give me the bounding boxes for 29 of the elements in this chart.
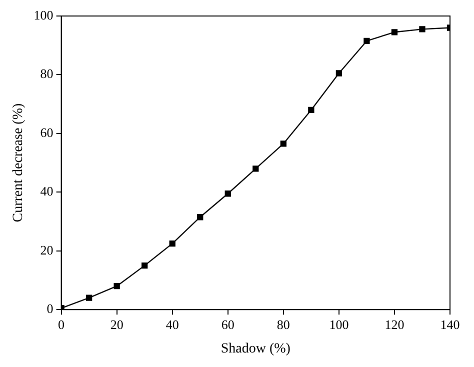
y-axis-title: Current decrease (%) — [11, 103, 26, 222]
point — [364, 38, 370, 44]
x-tick-label: 40 — [166, 316, 179, 332]
y-tick-label: 40 — [40, 184, 54, 199]
point — [391, 29, 398, 36]
x-tick-label: 80 — [276, 316, 290, 332]
x-tick-label: 60 — [221, 316, 234, 332]
y-tick-label: 20 — [40, 242, 54, 258]
y-tick-label: 0 — [46, 301, 54, 316]
x-tick-label: 20 — [110, 316, 124, 332]
point — [169, 240, 176, 247]
point — [197, 214, 204, 220]
x-tick-label: 0 — [58, 316, 65, 332]
y-tick-label: 60 — [40, 124, 54, 140]
point — [224, 190, 231, 197]
point — [419, 26, 426, 32]
point — [142, 262, 148, 269]
point — [114, 283, 120, 290]
x-tick-label: 140 — [440, 316, 460, 332]
point — [252, 166, 259, 172]
point — [336, 70, 342, 76]
y-tick-label: 100 — [34, 7, 54, 22]
x-axis-title: Shadow (%) — [220, 341, 291, 356]
point — [86, 294, 92, 301]
y-tick-label: 80 — [40, 66, 54, 82]
x-tick-label: 100 — [329, 316, 349, 332]
x-tick-label: 120 — [384, 316, 404, 332]
point — [280, 140, 286, 147]
point — [308, 106, 314, 114]
